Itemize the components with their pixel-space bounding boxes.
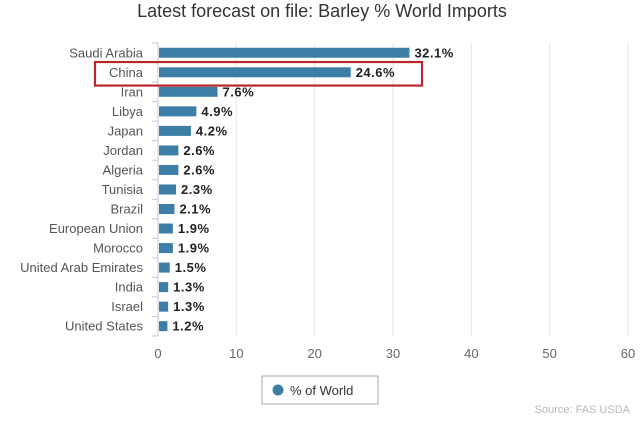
data-label: 2.1%: [179, 202, 211, 217]
category-label: Morocco: [93, 241, 143, 256]
data-label: 1.3%: [173, 280, 205, 295]
data-label: 32.1%: [414, 45, 453, 60]
x-tick-label: 10: [229, 346, 243, 361]
category-label: Jordan: [103, 143, 143, 158]
x-tick-label: 50: [542, 346, 556, 361]
category-label: Saudi Arabia: [69, 45, 143, 60]
data-label: 24.6%: [356, 65, 395, 80]
bar-european-union[interactable]: [159, 223, 173, 234]
source-text: Source: FAS USDA: [535, 404, 631, 416]
data-label: 1.9%: [178, 241, 210, 256]
value-labels: 32.1% 24.6% 7.6% 4.9% 4.2% 2.6% 2.6% 2.3% 2.1% 1.…: [172, 45, 453, 333]
category-label: Algeria: [103, 162, 144, 177]
bar-united-arab-emirates[interactable]: [159, 262, 170, 273]
highlight: [93, 60, 424, 87]
data-label: 1.3%: [173, 299, 205, 314]
bar-algeria[interactable]: [159, 164, 179, 175]
chart-title: Latest forecast on file: Barley % World …: [137, 1, 507, 21]
data-label: 4.2%: [196, 123, 228, 138]
bar-jordan[interactable]: [159, 145, 179, 156]
bar-morocco[interactable]: [159, 243, 173, 254]
category-label: Iran: [121, 84, 143, 99]
category-label: Brazil: [110, 202, 143, 217]
category-label: Japan: [108, 123, 143, 138]
bar-israel[interactable]: [159, 301, 169, 312]
data-label: 2.6%: [183, 162, 215, 177]
legend[interactable]: % of World: [261, 375, 379, 405]
x-tick-label: 40: [464, 346, 478, 361]
x-tick-label: 0: [154, 346, 161, 361]
category-label: United Arab Emirates: [20, 260, 143, 275]
data-label: 2.3%: [181, 182, 213, 197]
x-axis-ticks: 0 10 20 30 40 50 60: [154, 346, 635, 361]
category-label: United States: [65, 319, 144, 334]
bar-india[interactable]: [159, 282, 169, 293]
bar-china[interactable]: [159, 67, 351, 78]
data-label: 1.9%: [178, 221, 210, 236]
bar-libya[interactable]: [159, 106, 197, 117]
category-labels: Saudi Arabia China Iran Libya Japan Jordan Alg…: [20, 45, 144, 333]
category-label: Libya: [112, 104, 144, 119]
category-label: Israel: [111, 299, 143, 314]
bar-united-states[interactable]: [159, 321, 168, 332]
data-label: 1.2%: [172, 319, 204, 334]
bar-saudi-arabia[interactable]: [159, 47, 410, 58]
bar-iran[interactable]: [159, 86, 218, 97]
category-label: India: [115, 280, 144, 295]
x-tick-label: 60: [621, 346, 635, 361]
grid: [152, 42, 629, 337]
data-label: 2.6%: [183, 143, 215, 158]
bar-japan[interactable]: [159, 125, 191, 136]
bar-brazil[interactable]: [159, 204, 175, 215]
category-label: Tunisia: [102, 182, 144, 197]
data-label: 7.6%: [223, 84, 255, 99]
category-label: European Union: [49, 221, 143, 236]
highlight-box: [93, 60, 424, 87]
bar-tunisia[interactable]: [159, 184, 177, 195]
bars: [159, 47, 410, 332]
data-label: 4.9%: [201, 104, 233, 119]
legend-series-name: % of World: [290, 383, 353, 398]
data-label: 1.5%: [175, 260, 207, 275]
x-tick-label: 20: [307, 346, 321, 361]
x-tick-label: 30: [386, 346, 400, 361]
category-label: China: [109, 65, 144, 80]
legend-marker-icon: [272, 384, 284, 396]
